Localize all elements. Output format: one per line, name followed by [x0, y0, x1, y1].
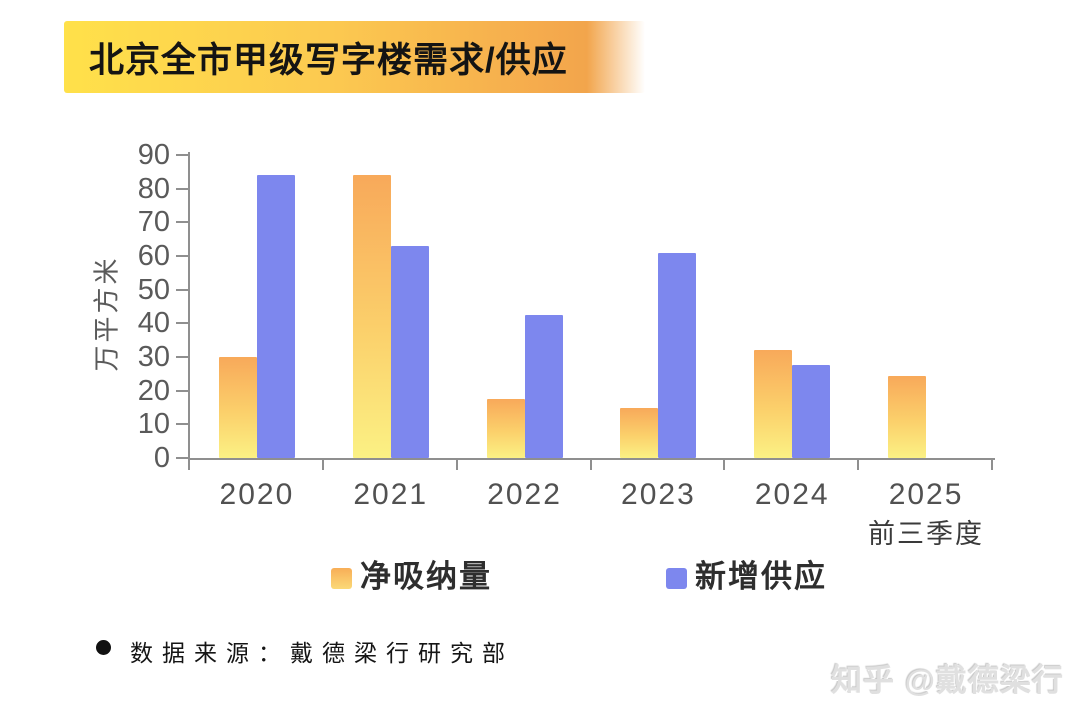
y-tick-label-80: 80 [137, 172, 170, 205]
x-tick-6 [991, 458, 993, 470]
y-tick-50 [176, 288, 188, 291]
source-bullet-icon [96, 640, 111, 655]
y-tick-label-10: 10 [137, 408, 170, 441]
x-axis-note: 前三季度 [868, 519, 984, 549]
y-tick-80 [176, 187, 188, 190]
y-axis-title: 万平方米 [91, 255, 122, 372]
y-tick-70 [176, 221, 188, 224]
y-tick-20 [176, 389, 188, 392]
bar-new-supply-2023 [658, 252, 697, 458]
x-label-2022: 2022 [487, 478, 562, 511]
bar-net-absorption-2020 [218, 357, 257, 458]
page-title: 北京全市甲级写字楼需求/供应 [89, 40, 568, 80]
legend-swatch-new-supply [666, 568, 687, 589]
bar-net-absorption-2025 [888, 375, 927, 458]
x-label-2021: 2021 [353, 478, 429, 511]
y-tick-label-50: 50 [137, 273, 170, 306]
y-tick-0 [176, 457, 188, 459]
source-text: 数据来源：戴德梁行研究部 [130, 640, 514, 666]
legend-label-new-supply: 新增供应 [695, 559, 827, 594]
y-tick-60 [176, 255, 188, 257]
bar-net-absorption-2023 [620, 407, 659, 458]
x-label-2024: 2024 [754, 478, 830, 511]
legend-label-net-absorption: 净吸纳量 [360, 559, 492, 594]
y-tick-label-90: 90 [137, 139, 170, 171]
watermark: 知乎 @戴德梁行 [831, 663, 1064, 698]
x-tick-4 [723, 458, 726, 470]
y-tick-label-20: 20 [137, 374, 170, 407]
x-tick-2 [455, 458, 458, 470]
bar-net-absorption-2021 [352, 175, 391, 458]
x-tick-3 [589, 458, 592, 470]
y-tick-label-60: 60 [137, 240, 170, 272]
y-tick-label-0: 0 [153, 442, 170, 474]
x-tick-5 [857, 458, 860, 470]
bar-new-supply-2021 [390, 245, 429, 458]
bar-net-absorption-2022 [486, 399, 525, 458]
x-label-2023: 2023 [621, 478, 696, 511]
y-tick-30 [176, 356, 188, 358]
y-tick-10 [176, 423, 188, 426]
x-tick-1 [321, 458, 324, 470]
y-tick-label-30: 30 [137, 341, 170, 373]
legend-swatch-net-absorption [331, 568, 352, 589]
x-label-2020: 2020 [219, 478, 295, 511]
bar-new-supply-2022 [524, 314, 563, 458]
x-axis-line [188, 458, 995, 460]
y-tick-label-70: 70 [137, 206, 170, 239]
y-tick-label-40: 40 [137, 307, 170, 340]
y-axis-line [188, 152, 190, 460]
bar-new-supply-2024 [792, 365, 831, 458]
y-tick-90 [176, 154, 188, 156]
bar-net-absorption-2024 [754, 350, 793, 458]
title-banner: 北京全市甲级写字楼需求/供应 [64, 21, 645, 93]
x-tick-0 [188, 458, 190, 470]
y-tick-40 [176, 322, 188, 325]
x-label-2025: 2025 [888, 478, 964, 511]
bar-new-supply-2020 [256, 175, 295, 458]
